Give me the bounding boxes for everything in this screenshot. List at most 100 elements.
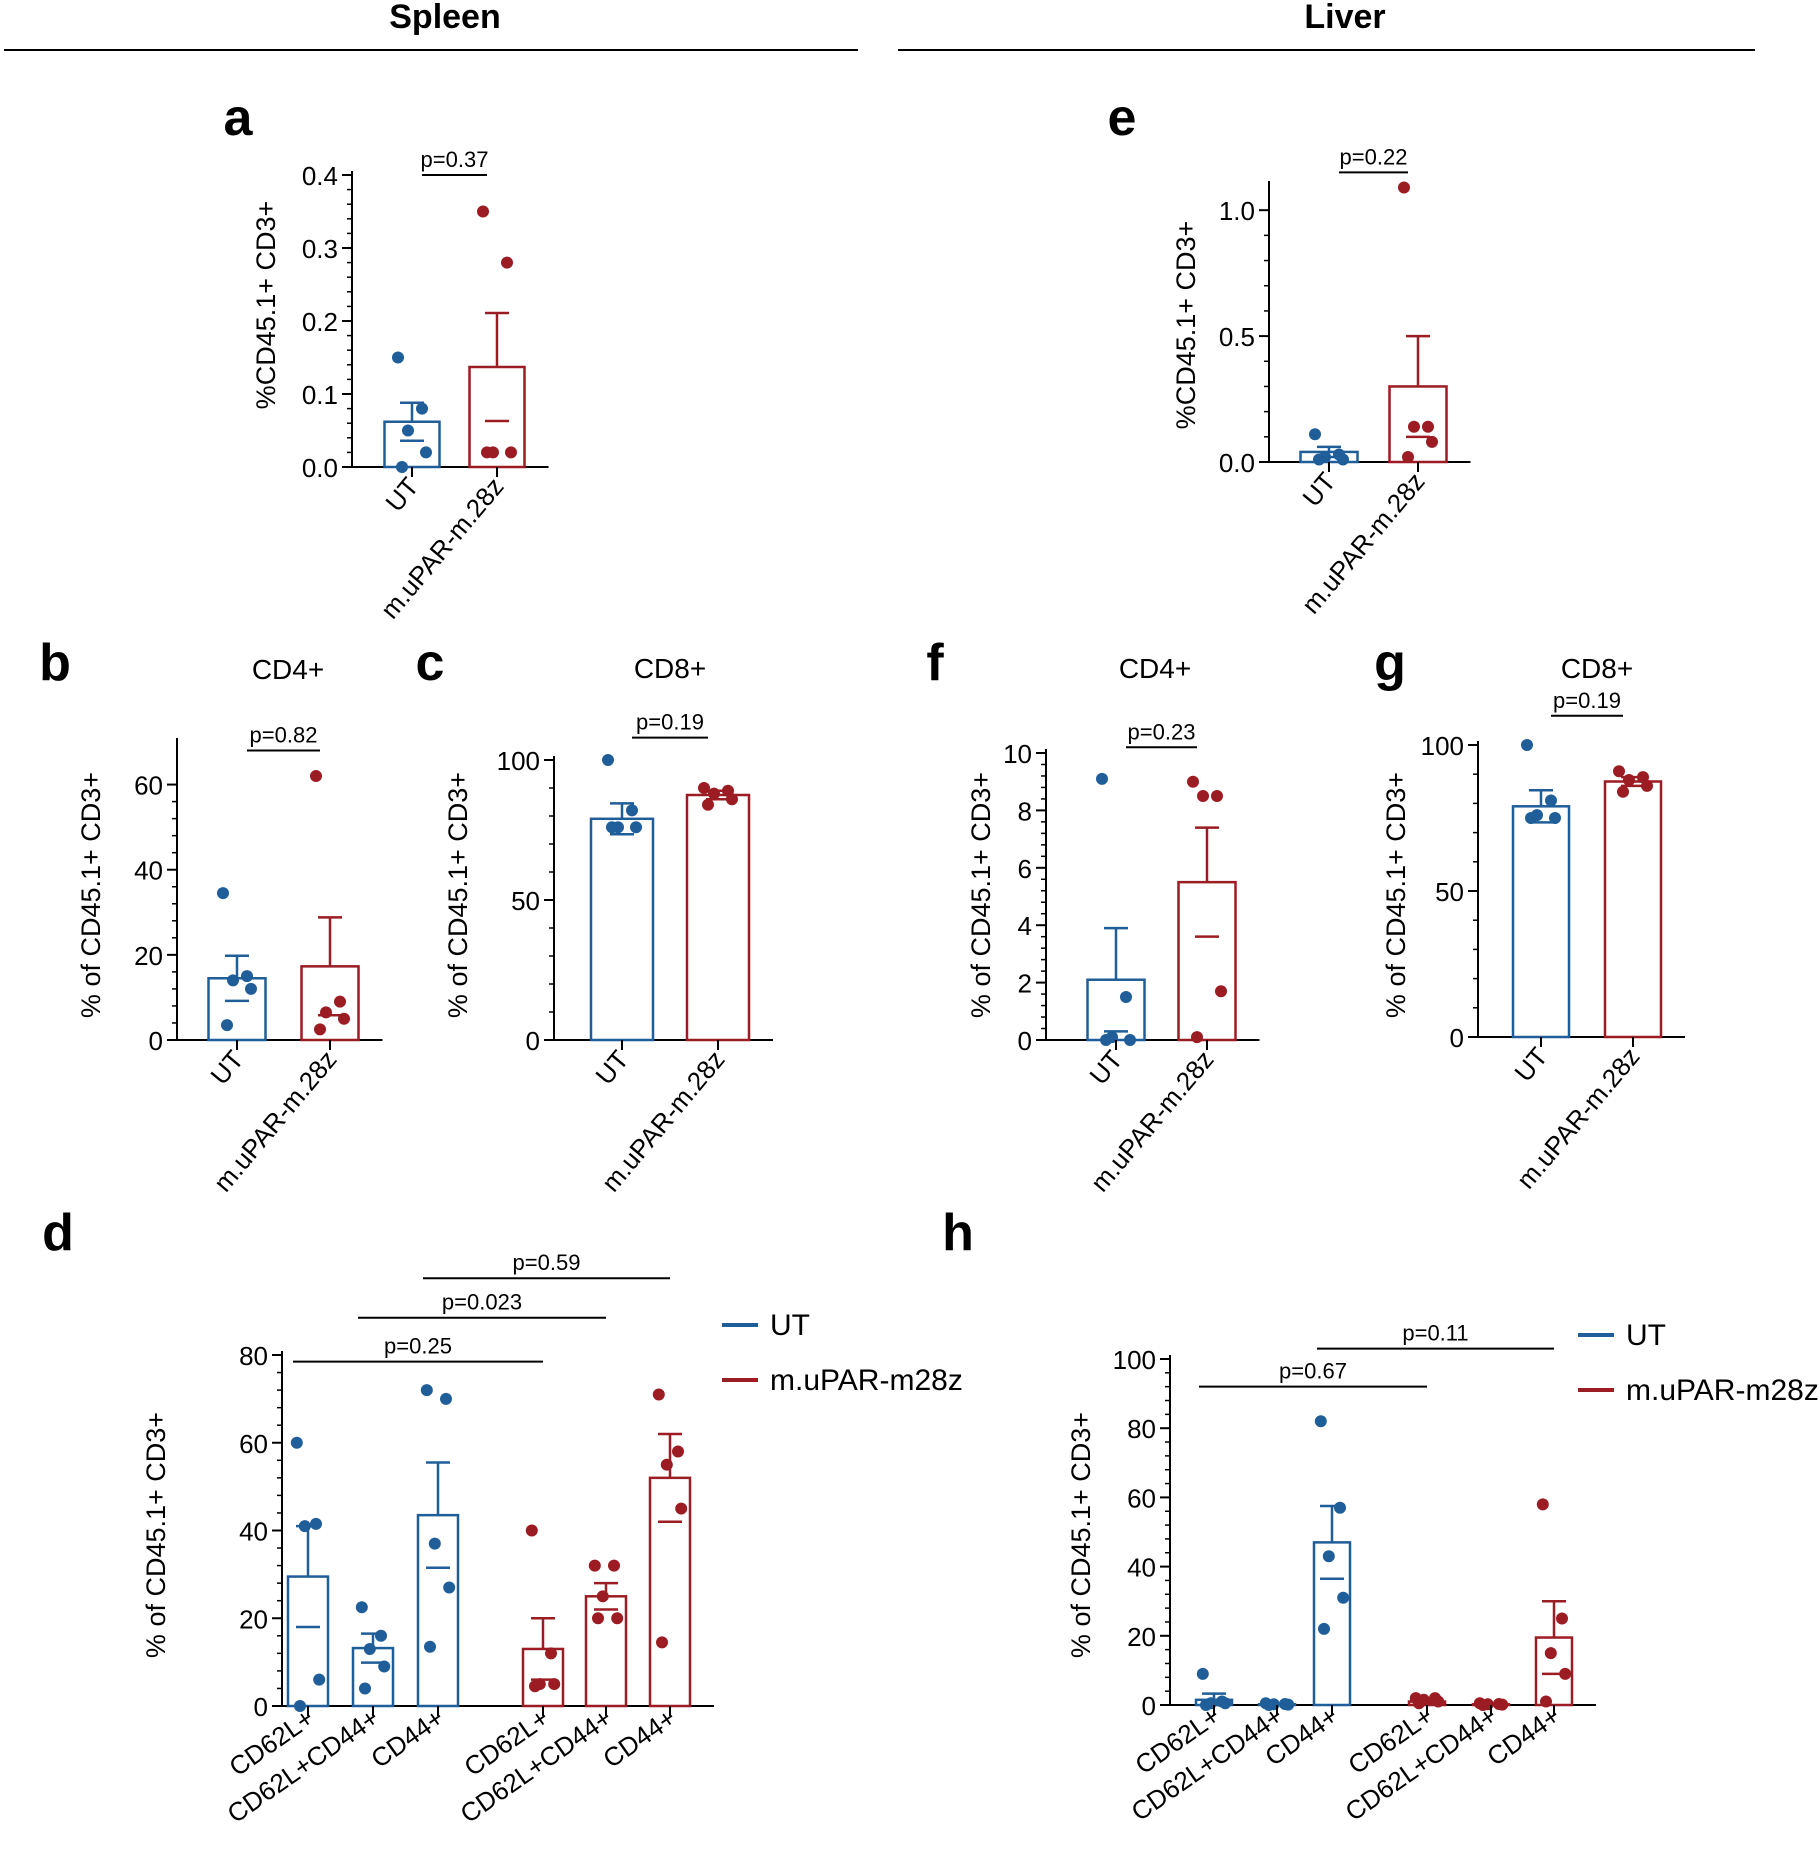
- pvalue-label-g-0: p=0.19: [1553, 688, 1621, 713]
- y-tick-label-b-0: 0: [149, 1026, 163, 1056]
- bar-f-1: [1177, 880, 1237, 1042]
- data-point-c-0-1: [626, 804, 638, 817]
- x-tick-label-b-0: UT: [204, 1044, 249, 1090]
- data-point-e-1-0: [1398, 181, 1410, 194]
- data-point-e-1-1: [1422, 420, 1434, 433]
- data-point-d-0-2: [298, 1520, 311, 1533]
- y-tick-label-a-0: 0.0: [302, 453, 338, 483]
- panel-letter-e: e: [1108, 89, 1137, 147]
- panel-letter-h: h: [942, 1204, 974, 1262]
- legend-label-d-0: UT: [770, 1309, 810, 1342]
- y-tick-label-h-3: 60: [1127, 1483, 1156, 1513]
- data-point-b-1-2: [320, 1006, 332, 1019]
- panel-e: e0.00.51.0%CD45.1+ CD3+UTm.uPAR-m.28zp=0…: [1108, 89, 1471, 619]
- data-point-a-0-2: [402, 424, 414, 437]
- panel-letter-d: d: [42, 1204, 74, 1262]
- data-point-a-1-4: [481, 446, 493, 459]
- data-point-b-1-0: [310, 770, 322, 783]
- data-point-c-0-0: [602, 754, 614, 766]
- panel-letter-b: b: [39, 634, 71, 692]
- y-tick-label-d-4: 80: [239, 1341, 268, 1371]
- y-tick-label-d-1: 20: [239, 1604, 268, 1634]
- panel-subtitle-g: CD8+: [1561, 653, 1633, 684]
- y-tick-label-f-1: 2: [1018, 969, 1032, 999]
- bar-d-4: [584, 1595, 628, 1708]
- y-tick-label-g-2: 100: [1421, 731, 1464, 761]
- pvalue-label-f-0: p=0.23: [1128, 719, 1196, 744]
- y-tick-label-b-1: 20: [134, 941, 163, 971]
- data-point-d-5-4: [656, 1636, 668, 1649]
- data-point-b-0-2: [227, 974, 239, 987]
- y-axis-label-e: %CD45.1+ CD3+: [1171, 221, 1201, 430]
- data-point-h-0-0: [1196, 1667, 1209, 1680]
- data-point-e-0-4: [1313, 453, 1325, 466]
- x-tick-label-d-2: CD44+: [365, 1702, 449, 1773]
- data-point-a-1-0: [477, 205, 489, 218]
- data-point-d-1-0: [355, 1601, 368, 1614]
- data-point-d-3-0: [525, 1524, 538, 1537]
- data-point-e-0-0: [1309, 428, 1321, 441]
- data-point-b-0-1: [241, 970, 253, 983]
- data-point-b-0-0: [217, 887, 229, 900]
- y-axis-label-b: % of CD45.1+ CD3+: [76, 772, 106, 1018]
- data-point-f-1-1: [1211, 790, 1223, 803]
- y-tick-label-d-3: 60: [239, 1429, 268, 1459]
- section-title-liver: Liver: [1304, 0, 1385, 36]
- pvalue-label-b-0: p=0.82: [250, 723, 318, 748]
- data-point-a-0-1: [416, 402, 428, 415]
- panel-letter-f: f: [926, 634, 944, 692]
- data-point-f-0-1: [1120, 990, 1132, 1003]
- y-tick-label-e-1: 0.5: [1219, 322, 1255, 352]
- y-tick-label-c-0: 0: [526, 1026, 540, 1056]
- data-point-c-1-3: [726, 793, 738, 806]
- data-point-h-2-1: [1334, 1501, 1346, 1514]
- data-point-c-1-4: [702, 798, 714, 811]
- pvalue-label-d-2: p=0.59: [513, 1250, 581, 1275]
- x-tick-label-f-0: UT: [1083, 1044, 1128, 1090]
- data-point-h-5-2: [1544, 1647, 1557, 1660]
- chart-panels: a0.00.10.20.30.4%CD45.1+ CD3+UTm.uPAR-m.…: [39, 89, 1819, 1829]
- data-point-a-1-1: [501, 256, 513, 269]
- pvalue-label-e-0: p=0.22: [1340, 144, 1408, 169]
- data-point-g-1-4: [1617, 785, 1629, 798]
- bar-c-0: [589, 817, 655, 1042]
- data-point-d-4-4: [592, 1612, 604, 1625]
- data-point-d-4-0: [588, 1559, 601, 1572]
- y-tick-label-f-3: 6: [1018, 854, 1032, 884]
- data-point-a-0-3: [420, 446, 432, 459]
- y-tick-label-a-4: 0.4: [302, 161, 338, 191]
- data-point-f-0-0: [1096, 772, 1108, 785]
- y-tick-label-f-0: 0: [1018, 1026, 1032, 1056]
- data-point-d-3-1: [545, 1647, 557, 1660]
- data-point-f-1-3: [1215, 985, 1227, 998]
- legend-label-d-1: m.uPAR-m28z: [770, 1364, 963, 1397]
- data-point-e-1-2: [1408, 420, 1420, 433]
- x-tick-label-e-0: UT: [1296, 466, 1341, 512]
- y-axis-label-a: %CD45.1+ CD3+: [251, 201, 281, 410]
- pvalue-label-h-1: p=0.11: [1402, 1321, 1468, 1346]
- data-point-h-2-2: [1322, 1550, 1335, 1563]
- data-point-d-3-4: [529, 1680, 541, 1693]
- pvalue-label-a-0: p=0.37: [421, 147, 489, 172]
- y-tick-label-f-4: 8: [1018, 796, 1032, 826]
- y-tick-label-d-0: 0: [254, 1692, 268, 1722]
- bar-c-1: [685, 793, 751, 1042]
- y-tick-label-f-5: 10: [1003, 739, 1032, 769]
- data-point-c-0-3: [630, 821, 642, 834]
- data-point-h-2-4: [1318, 1622, 1330, 1635]
- data-point-f-0-3: [1124, 1034, 1136, 1046]
- data-point-h-3-3: [1432, 1695, 1445, 1708]
- data-point-h-4-4: [1477, 1699, 1489, 1711]
- data-point-d-2-3: [443, 1581, 456, 1594]
- x-tick-label-a-0: UT: [379, 471, 424, 517]
- bar-b-1: [300, 965, 360, 1042]
- y-tick-label-g-1: 50: [1435, 877, 1464, 907]
- bar-d-3: [521, 1647, 565, 1708]
- data-point-d-2-1: [440, 1392, 452, 1405]
- data-point-d-4-3: [611, 1612, 624, 1625]
- pvalue-label-h-0: p=0.67: [1279, 1359, 1347, 1384]
- panel-subtitle-c: CD8+: [634, 653, 706, 684]
